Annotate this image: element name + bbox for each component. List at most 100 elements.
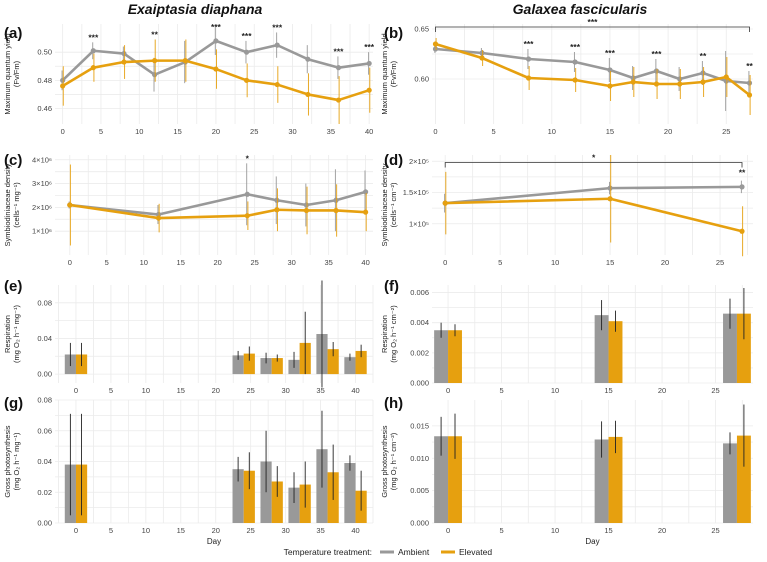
y-axis-label: Respiration: [380, 315, 389, 353]
y-axis-label: Respiration: [3, 315, 12, 353]
y-tick-label: 3×10⁶: [32, 179, 52, 188]
x-tick-label: 5: [105, 258, 109, 267]
data-point-elevated: [572, 77, 578, 83]
x-tick-label: 20: [658, 526, 666, 535]
legend-elevated-label: Elevated: [459, 547, 492, 557]
x-tick-label: 15: [177, 386, 185, 395]
panel-label-f: (f): [384, 278, 399, 295]
y-tick-label: 2×10⁵: [409, 157, 429, 166]
panel-b: 0.60 0.65 0 5 10 15 20 25 (b)Maximum quantum yie…: [380, 17, 754, 136]
bar-elevated: [243, 353, 255, 375]
data-point-ambient: [607, 67, 613, 73]
x-tick-label: 35: [327, 127, 335, 136]
y-tick-label: 4×10⁶: [32, 155, 52, 164]
x-tick-label: 15: [606, 258, 614, 267]
y-tick-label: 0.04: [37, 334, 52, 343]
x-tick-label: 10: [551, 386, 559, 395]
data-point-elevated: [442, 200, 448, 206]
data-point-ambient: [335, 65, 342, 71]
data-point-elevated: [746, 92, 753, 98]
panel-label-e: (e): [4, 278, 22, 295]
data-point-ambient: [152, 72, 158, 78]
x-tick-label: 40: [351, 526, 359, 535]
panel-f: 0.000 0.002 0.004 0.006 0 5 10 15 20 25 (f) Respira…: [380, 278, 753, 395]
bar-elevated: [271, 481, 283, 523]
panel-label-c: (c): [4, 152, 22, 169]
x-tick-label: 40: [351, 386, 359, 395]
data-point-elevated: [274, 81, 280, 88]
data-point-elevated: [525, 75, 532, 81]
x-tick-label: 25: [251, 258, 259, 267]
y-tick-label: 0.006: [410, 288, 429, 297]
significance-marker: ***: [272, 22, 283, 32]
legend-ambient-label: Ambient: [398, 547, 430, 557]
bar-elevated: [608, 321, 623, 383]
bar-ambient: [344, 357, 356, 375]
y-axis-label: Maximum quantum yield: [3, 33, 12, 114]
significance-marker: **: [746, 61, 753, 71]
significance-marker: ***: [88, 32, 99, 42]
x-axis-label: Day: [585, 537, 599, 546]
data-point-ambient: [572, 59, 578, 65]
x-tick-label: 25: [247, 526, 255, 535]
data-point-elevated: [653, 81, 660, 87]
data-point-ambient: [607, 185, 613, 191]
bar-ambient: [434, 330, 449, 383]
x-tick-label: 25: [711, 526, 719, 535]
data-point-elevated: [155, 215, 162, 221]
bar-ambient: [723, 443, 737, 523]
x-tick-label: 20: [212, 127, 220, 136]
data-point-elevated: [366, 87, 372, 93]
x-tick-label: 35: [316, 526, 324, 535]
data-point-ambient: [60, 77, 66, 83]
x-tick-label: 30: [288, 127, 296, 136]
x-tick-label: 5: [492, 127, 496, 136]
y-tick-label: 0.004: [410, 318, 429, 327]
x-tick-label: 10: [548, 127, 556, 136]
data-point-elevated: [303, 207, 310, 214]
data-point-elevated: [479, 55, 485, 61]
data-point-ambient: [723, 78, 729, 84]
x-tick-label: 5: [499, 386, 503, 395]
significance-bracket-label: ***: [588, 17, 599, 27]
data-point-ambient: [303, 202, 310, 208]
y-tick-label: 0.010: [410, 454, 429, 463]
bar-elevated: [327, 349, 339, 375]
data-point-ambient: [366, 60, 372, 67]
x-tick-label: 20: [212, 526, 220, 535]
y-tick-label: 2×10⁶: [32, 203, 52, 212]
data-point-ambient: [630, 75, 636, 81]
data-point-ambient: [155, 211, 162, 218]
significance-bracket: [444, 162, 743, 168]
x-tick-label: 25: [716, 258, 724, 267]
y-axis-label: Gross photosynthesis: [380, 425, 389, 497]
y-tick-label: 0.06: [37, 426, 52, 435]
bar-ambient: [344, 463, 356, 523]
bar-elevated: [736, 313, 751, 383]
bar-ambient: [232, 355, 244, 375]
x-tick-label: 30: [281, 386, 289, 395]
significance-marker: ***: [570, 42, 581, 52]
significance-marker: **: [151, 29, 158, 39]
data-point-ambient: [90, 48, 96, 54]
data-point-elevated: [67, 202, 73, 208]
data-point-elevated: [607, 196, 613, 202]
x-tick-label: 30: [281, 526, 289, 535]
x-tick-label: 25: [722, 127, 730, 136]
data-point-elevated: [213, 66, 219, 72]
legend: Temperature treatment: Ambient Elevated: [284, 547, 493, 557]
y-axis-label: Gross photosynthesis: [3, 425, 12, 497]
x-tick-label: 0: [61, 127, 65, 136]
panel-e: 0.00 0.04 0.08 0 5 10 15 20 25 30 35 40 (e) Respirati…: [3, 278, 374, 395]
y-tick-label: 0.000: [410, 379, 429, 388]
x-tick-label: 5: [499, 526, 503, 535]
x-tick-label: 0: [446, 526, 450, 535]
y-tick-label: 0.60: [414, 75, 429, 84]
x-tick-label: 0: [74, 386, 78, 395]
x-tick-label: 25: [711, 386, 719, 395]
data-point-ambient: [525, 56, 532, 62]
y-axis-label-unit: (mg O₂ h⁻¹ mg⁻¹): [12, 305, 21, 363]
data-point-ambient: [213, 38, 219, 44]
x-tick-label: 40: [361, 258, 369, 267]
panel-label-a: (a): [4, 25, 22, 42]
